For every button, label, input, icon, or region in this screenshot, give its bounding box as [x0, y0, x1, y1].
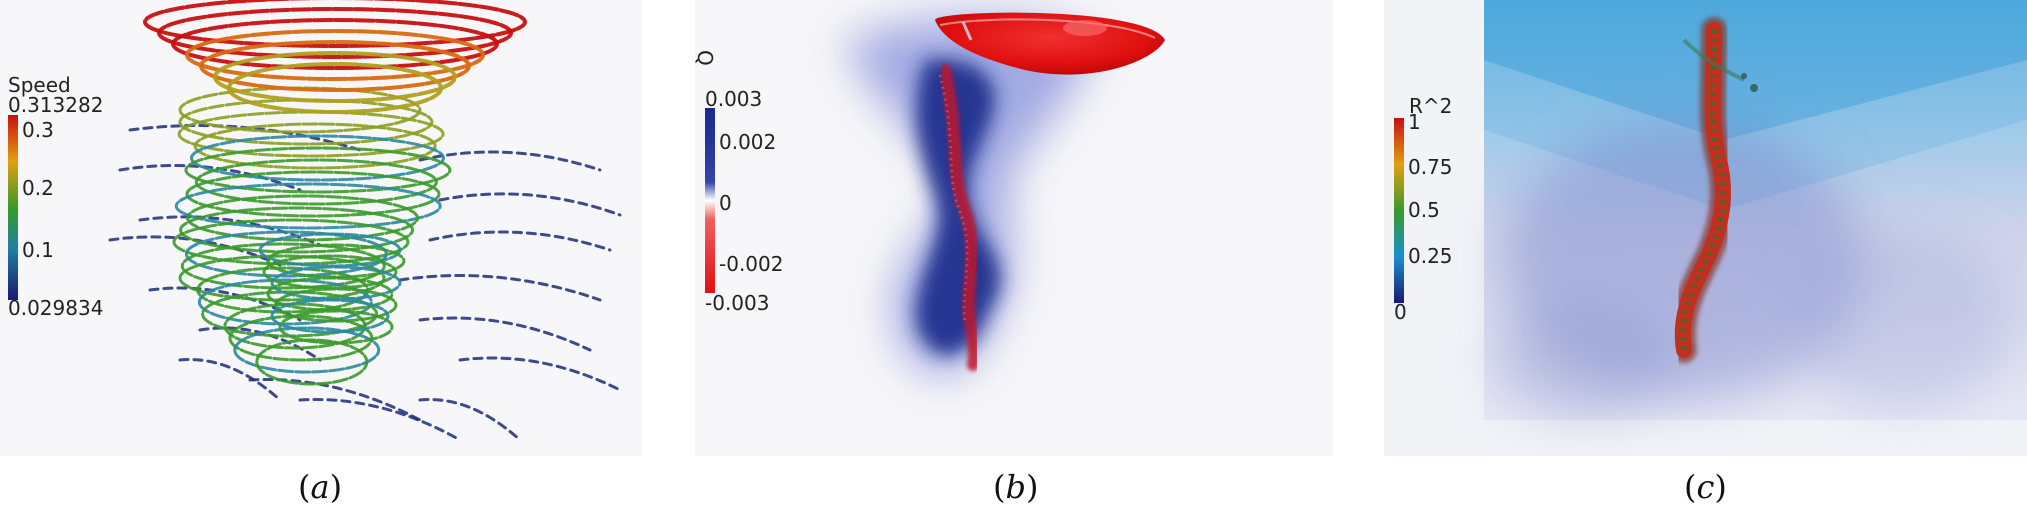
panel-a-streamlines: Speed 0.313282 0.3 0.2 0.1 0.029834 [0, 0, 642, 456]
q-negative-vortex-core [939, 64, 980, 371]
speed-legend-min: 0.029834 [8, 296, 104, 320]
r2-tick-2: 0.5 [1408, 198, 1440, 222]
streamline [248, 378, 422, 422]
streamline [458, 356, 622, 392]
streamline [213, 51, 458, 103]
r2-tick-1: 0.75 [1408, 155, 1453, 179]
streamline [194, 158, 438, 206]
r2-tick-4: 0 [1394, 300, 1407, 324]
streamline [262, 254, 398, 290]
streamline [428, 230, 612, 252]
r2-colorbar [1394, 118, 1404, 303]
speed-tick-1: 0.2 [22, 176, 54, 200]
streamline [118, 164, 302, 192]
streamline [438, 192, 622, 217]
streamline [266, 243, 406, 279]
caption-b: (b) [993, 468, 1039, 506]
streamline [186, 194, 420, 242]
r2-tick-0: 1 [1408, 110, 1421, 134]
streamline [270, 298, 390, 334]
streamline [266, 276, 394, 312]
streamline [278, 309, 394, 345]
q-volume-visualization [845, 12, 1165, 376]
streamline-visualization [108, 0, 622, 442]
r2-volume-visualization [1484, 0, 2027, 420]
panel-b-q-volume: Q 0.003 0.002 0 -0.002 -0.003 [693, 0, 1333, 456]
speed-colorbar [8, 115, 18, 300]
panel-c-r2-volume: R^2 1 0.75 0.5 0.25 0 [1384, 0, 2027, 456]
streamline [270, 265, 402, 301]
streamline [185, 29, 486, 81]
streamline [157, 7, 514, 59]
streamline [184, 146, 452, 194]
q-tick-1: 0.002 [719, 130, 777, 154]
streamline [174, 182, 442, 230]
streamline [179, 206, 415, 254]
streamline [172, 218, 410, 266]
r2-haze [1494, 120, 2014, 420]
streamline [185, 170, 441, 218]
streamline [274, 287, 398, 323]
streamline [223, 302, 367, 350]
streamline [143, 0, 528, 48]
q-negative-funnel [935, 12, 1165, 75]
streamline [298, 398, 462, 442]
streamline [171, 18, 500, 70]
streamline [197, 278, 373, 326]
q-legend-title: Q [693, 50, 717, 66]
streamline [233, 326, 381, 374]
q-positive-haze [845, 17, 1095, 376]
streamline [201, 290, 379, 338]
streamline [258, 232, 402, 268]
r2-legend-title: R^2 [1409, 94, 1453, 118]
q-tick-3: -0.002 [719, 252, 784, 276]
speed-tick-0: 0.3 [22, 118, 54, 142]
streamline [178, 358, 282, 402]
streamline [255, 338, 369, 386]
streamline [148, 286, 302, 322]
streamline [398, 274, 602, 302]
streamline [418, 316, 592, 352]
speed-legend-max: 0.313282 [8, 93, 104, 117]
q-tick-4: -0.003 [705, 291, 770, 315]
q-tick-0: 0.003 [705, 87, 763, 111]
q-tick-2: 0 [719, 191, 732, 215]
q-colorbar [705, 108, 715, 293]
speed-tick-2: 0.1 [22, 238, 54, 262]
streamline [227, 62, 444, 114]
caption-a: (a) [298, 468, 343, 506]
streamlines [108, 0, 622, 442]
speed-legend-title: Speed [8, 73, 71, 97]
streamline [189, 134, 445, 182]
streamline [418, 398, 522, 442]
r2-tick-3: 0.25 [1408, 244, 1453, 268]
streamline [199, 40, 472, 92]
caption-c: (c) [1684, 468, 1727, 506]
